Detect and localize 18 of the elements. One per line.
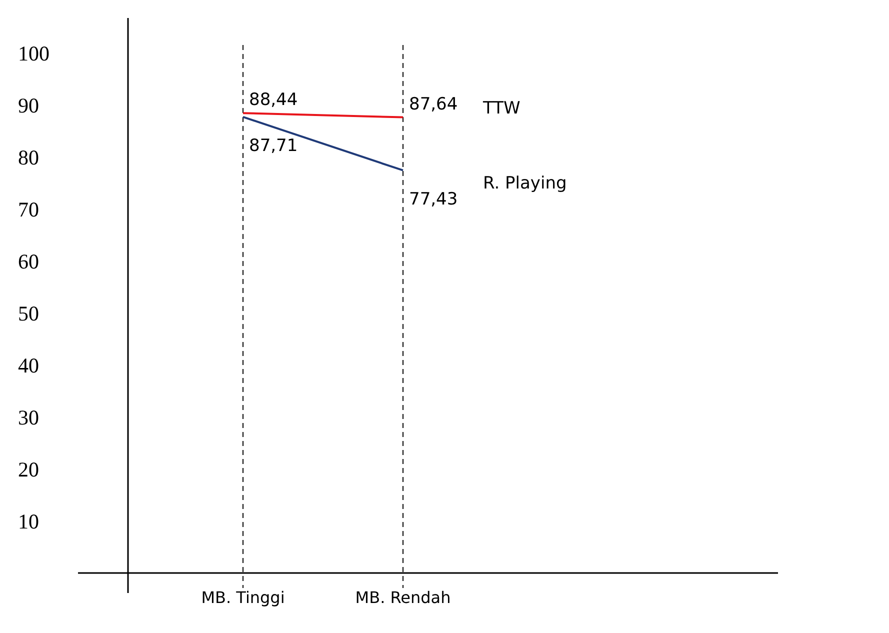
text: TTW: [482, 98, 520, 118]
data-label: 88,44: [249, 90, 298, 110]
data-label: 77,43: [409, 189, 458, 210]
y-tick-label: 10: [18, 509, 39, 534]
y-tick-label: 60: [18, 249, 39, 274]
x-tick-label: MB. Tinggi: [201, 588, 285, 607]
data-label: 87,64: [409, 94, 458, 114]
y-tick-label: 20: [18, 457, 39, 482]
x-tick-label: MB. Rendah: [355, 588, 451, 607]
text: R. Playing: [483, 173, 567, 194]
y-tick-label: 50: [18, 301, 39, 326]
y-tick-label: 80: [18, 145, 39, 170]
y-tick-label: 100: [18, 41, 50, 66]
data-label: 87,71: [249, 136, 298, 156]
y-tick-label: 90: [18, 93, 39, 118]
y-tick-label: 70: [18, 197, 39, 222]
y-tick-label: 40: [18, 353, 39, 378]
y-tick-label: 30: [18, 405, 39, 430]
